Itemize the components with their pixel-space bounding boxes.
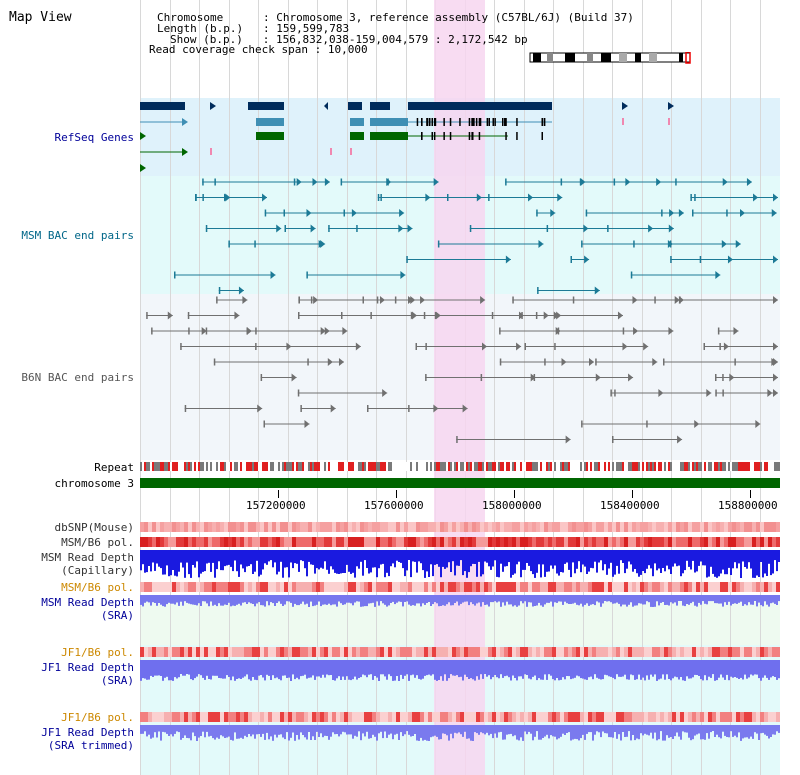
jf1-read-depth-trimmed-label-line1: JF1 Read Depth bbox=[41, 726, 134, 739]
info-show-value: 156,832,038-159,004,579 : 2,172,542 bp bbox=[275, 33, 528, 46]
msm-read-depth-sra-label: MSM Read Depth (SRA) bbox=[41, 596, 134, 622]
tick-mark-5 bbox=[750, 490, 751, 498]
grid-line bbox=[642, 0, 643, 775]
info-length-value: 159,599,783 bbox=[276, 22, 350, 35]
info-coverage-key: Read coverage check span bbox=[149, 43, 308, 56]
grid-line bbox=[199, 0, 200, 775]
grid-line bbox=[376, 0, 377, 775]
jf1-read-depth-trimmed-plot[interactable] bbox=[140, 725, 780, 743]
repeat-label: Repeat bbox=[94, 461, 134, 474]
info-coverage-value: 10,000 bbox=[327, 43, 368, 56]
info-coverage: Read coverage check span : 10,000 bbox=[149, 43, 368, 56]
tick-mark-1 bbox=[278, 490, 279, 498]
jf1-b6-pol-label-1: JF1/B6 pol. bbox=[61, 646, 134, 659]
grid-line bbox=[170, 0, 171, 775]
msm-b6-pol-label-2: MSM/B6 pol. bbox=[61, 581, 134, 594]
tick-mark-4 bbox=[632, 490, 633, 498]
axis-tick-label-1: 157200000 bbox=[246, 499, 306, 512]
jf1-b6-pol-strip-2[interactable] bbox=[140, 712, 780, 722]
grid-line bbox=[140, 0, 141, 775]
grid-line bbox=[583, 0, 584, 775]
info-show: Show (b.p.) : 156,832,038-159,004,579 : … bbox=[170, 33, 528, 46]
grid-line bbox=[406, 0, 407, 775]
axis-tick-label-3: 158000000 bbox=[482, 499, 542, 512]
refseq-genes-label: RefSeq Genes bbox=[54, 131, 134, 144]
grid-line bbox=[229, 0, 230, 775]
jf1-b6-pol-strip-1[interactable] bbox=[140, 647, 780, 657]
grid-line bbox=[671, 0, 672, 775]
tick-mark-3 bbox=[514, 490, 515, 498]
chromosome-label: chromosome 3 bbox=[54, 477, 134, 490]
refseq-genes-track[interactable] bbox=[138, 98, 782, 178]
msm-read-depth-capillary-plot[interactable] bbox=[140, 550, 780, 580]
grid-line bbox=[612, 0, 613, 775]
axis-tick-label-5: 158800000 bbox=[718, 499, 778, 512]
b6n-bac-pairs-track[interactable] bbox=[138, 294, 782, 460]
info-chromosome-value: Chromosome 3, reference assembly (C57BL/… bbox=[276, 11, 634, 24]
grid-line bbox=[288, 0, 289, 775]
jf1-read-depth-sra-label-line2: (SRA) bbox=[100, 674, 134, 687]
msm-read-depth-capillary-label-line1: MSM Read Depth bbox=[41, 551, 134, 564]
jf1-read-depth-sra-label-line1: JF1 Read Depth bbox=[41, 661, 134, 674]
msm-read-depth-capillary-label-line2: (Capillary) bbox=[61, 564, 134, 577]
msm-read-depth-capillary-label: MSM Read Depth (Capillary) bbox=[41, 551, 134, 577]
info-chromosome: Chromosome : Chromosome 3, reference ass… bbox=[157, 11, 634, 24]
page-title: Map View bbox=[9, 10, 72, 25]
highlight-region[interactable] bbox=[434, 0, 485, 775]
jf1-read-depth-trimmed-label: JF1 Read Depth (SRA trimmed) bbox=[41, 726, 134, 752]
grid-line bbox=[760, 0, 761, 775]
info-length: Length (b.p.) : 159,599,783 bbox=[157, 22, 350, 35]
tick-mark-2 bbox=[396, 490, 397, 498]
msm-b6-pol-strip-1[interactable] bbox=[140, 537, 780, 547]
axis-tick-label-2: 157600000 bbox=[364, 499, 424, 512]
dbsnp-label: dbSNP(Mouse) bbox=[54, 521, 134, 534]
grid-line bbox=[701, 0, 702, 775]
chromosome-ideogram[interactable] bbox=[529, 52, 693, 64]
chromosome-bar[interactable] bbox=[140, 478, 780, 488]
grid-line bbox=[317, 0, 318, 775]
repeat-track[interactable] bbox=[140, 462, 780, 471]
info-length-key: Length (b.p.) bbox=[157, 22, 244, 35]
msm-bac-label: MSM BAC end pairs bbox=[21, 229, 134, 242]
dbsnp-strip[interactable] bbox=[140, 522, 780, 532]
msm-read-depth-sra-plot[interactable] bbox=[140, 595, 780, 609]
grid-line bbox=[730, 0, 731, 775]
jf1-b6-pol-label-2: JF1/B6 pol. bbox=[61, 711, 134, 724]
grid-line bbox=[347, 0, 348, 775]
grid-line bbox=[258, 0, 259, 775]
msm-b6-pol-label-1: MSM/B6 pol. bbox=[61, 536, 134, 549]
msm-bac-pairs-track[interactable] bbox=[138, 176, 782, 296]
info-show-key: Show (b.p.) bbox=[170, 33, 243, 46]
jf1-read-depth-trimmed-label-line2: (SRA trimmed) bbox=[47, 739, 134, 752]
grid-line bbox=[553, 0, 554, 775]
b6n-bac-label: B6N BAC end pairs bbox=[21, 371, 134, 384]
info-chromosome-key: Chromosome bbox=[157, 11, 250, 24]
jf1-read-depth-sra-plot[interactable] bbox=[140, 660, 780, 682]
axis-tick-label-4: 158400000 bbox=[600, 499, 660, 512]
msm-b6-pol-strip-2[interactable] bbox=[140, 582, 780, 592]
grid-line bbox=[524, 0, 525, 775]
jf1-read-depth-sra-label: JF1 Read Depth (SRA) bbox=[41, 661, 134, 687]
msm-read-depth-sra-label-line2: (SRA) bbox=[100, 609, 134, 622]
msm-read-depth-sra-label-line1: MSM Read Depth bbox=[41, 596, 134, 609]
grid-line bbox=[494, 0, 495, 775]
